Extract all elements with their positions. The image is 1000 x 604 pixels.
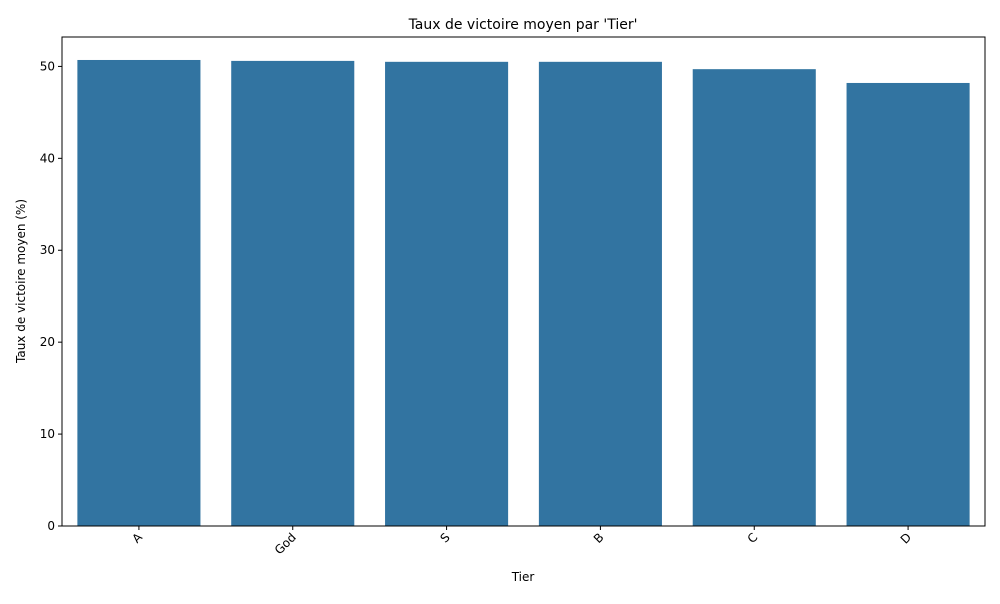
bars-layer: [77, 59, 970, 527]
y-tick-label: 20: [40, 335, 55, 349]
x-axis-title: Tier: [511, 570, 535, 584]
bar-a: [77, 59, 201, 526]
plot-frame: [61, 36, 986, 527]
y-tick-label: 10: [40, 427, 55, 441]
bar-d: [846, 82, 970, 527]
bar-s: [385, 61, 509, 526]
y-axis-title: Taux de victoire moyen (%): [14, 199, 28, 364]
bar-god: [231, 60, 355, 527]
y-tick-label: 50: [40, 59, 55, 73]
chart-title: Taux de victoire moyen par 'Tier': [408, 17, 638, 33]
y-tick-label: 40: [40, 151, 55, 165]
y-axis-ticks: 0 10 20 30 40 50: [40, 59, 62, 533]
y-tick-label: 30: [40, 243, 55, 257]
y-tick-label: 0: [47, 519, 55, 533]
bar-b: [538, 61, 662, 526]
bar-c: [692, 69, 816, 527]
